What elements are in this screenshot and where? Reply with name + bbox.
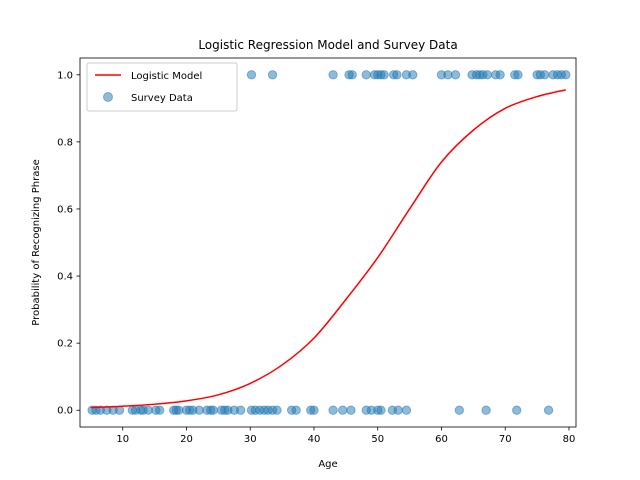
y-axis-title: Probability of Recognizing Phrase bbox=[31, 159, 42, 325]
x-tick-label: 10 bbox=[116, 434, 129, 445]
survey-data-point bbox=[361, 70, 371, 80]
survey-data-point bbox=[543, 405, 554, 415]
survey-data-point bbox=[267, 70, 278, 80]
logistic-model-line bbox=[90, 89, 566, 409]
y-tick-label: 0.6 bbox=[57, 204, 73, 215]
x-axis: 10 20 30 40 50 60 70 80 bbox=[116, 427, 575, 445]
logistic-model-line-group bbox=[90, 89, 566, 409]
plot-area bbox=[79, 57, 577, 428]
survey-data-point bbox=[443, 70, 453, 80]
survey-data-point bbox=[408, 70, 418, 80]
x-tick-label: 40 bbox=[308, 434, 321, 445]
survey-data-point bbox=[482, 70, 493, 80]
survey-data-point bbox=[174, 405, 184, 415]
x-tick-label: 70 bbox=[499, 434, 512, 445]
survey-data-point bbox=[328, 405, 338, 415]
x-tick-label: 60 bbox=[435, 434, 448, 445]
survey-data-point bbox=[481, 405, 491, 415]
survey-data-point bbox=[143, 405, 153, 415]
y-tick-label: 0.8 bbox=[57, 137, 73, 148]
survey-data-point bbox=[346, 405, 356, 415]
survey-data-point bbox=[561, 70, 571, 80]
plot-frame bbox=[79, 57, 577, 428]
legend-box bbox=[86, 62, 238, 112]
survey-data-point bbox=[393, 405, 403, 415]
x-tick-label: 30 bbox=[244, 434, 257, 445]
y-tick-label: 1.0 bbox=[57, 70, 73, 81]
survey-data-point bbox=[328, 70, 338, 80]
survey-data-point bbox=[246, 70, 257, 80]
survey-data-point bbox=[540, 70, 550, 80]
y-tick-label: 0.0 bbox=[57, 406, 73, 417]
chart-title: Logistic Regression Model and Survey Dat… bbox=[198, 38, 457, 52]
survey-data-point bbox=[454, 405, 465, 415]
survey-data-point bbox=[272, 405, 282, 415]
x-tick-label: 20 bbox=[180, 434, 193, 445]
survey-data-point bbox=[401, 405, 412, 415]
legend-marker-swatch bbox=[103, 92, 113, 102]
survey-data-point bbox=[208, 405, 218, 415]
survey-data-point bbox=[347, 70, 357, 80]
legend-label-survey-data: Survey Data bbox=[131, 93, 193, 104]
survey-data-point bbox=[235, 405, 246, 415]
survey-data-point bbox=[379, 70, 389, 80]
y-axis: 0.0 0.2 0.4 0.6 0.8 1.0 bbox=[57, 70, 80, 417]
survey-data-point bbox=[392, 70, 402, 80]
x-tick-label: 50 bbox=[371, 434, 384, 445]
legend: Logistic Model Survey Data bbox=[86, 62, 238, 112]
survey-data-point bbox=[450, 70, 461, 80]
y-tick-label: 0.4 bbox=[57, 272, 73, 283]
plot-background bbox=[80, 58, 576, 427]
survey-data-point bbox=[337, 405, 348, 415]
survey-data-point bbox=[291, 405, 301, 415]
survey-data-point bbox=[114, 405, 125, 415]
survey-data-point bbox=[512, 405, 522, 415]
survey-data-point bbox=[309, 405, 319, 415]
survey-data-point bbox=[194, 405, 204, 415]
survey-data-point bbox=[495, 70, 505, 80]
survey-data-point bbox=[376, 405, 386, 415]
survey-data-points bbox=[87, 70, 571, 415]
survey-data-point bbox=[513, 70, 523, 80]
x-tick-label: 80 bbox=[563, 434, 576, 445]
survey-data-point bbox=[154, 405, 165, 415]
y-tick-label: 0.2 bbox=[57, 339, 73, 350]
legend-label-logistic-model: Logistic Model bbox=[131, 71, 202, 82]
x-axis-title: Age bbox=[318, 459, 337, 470]
